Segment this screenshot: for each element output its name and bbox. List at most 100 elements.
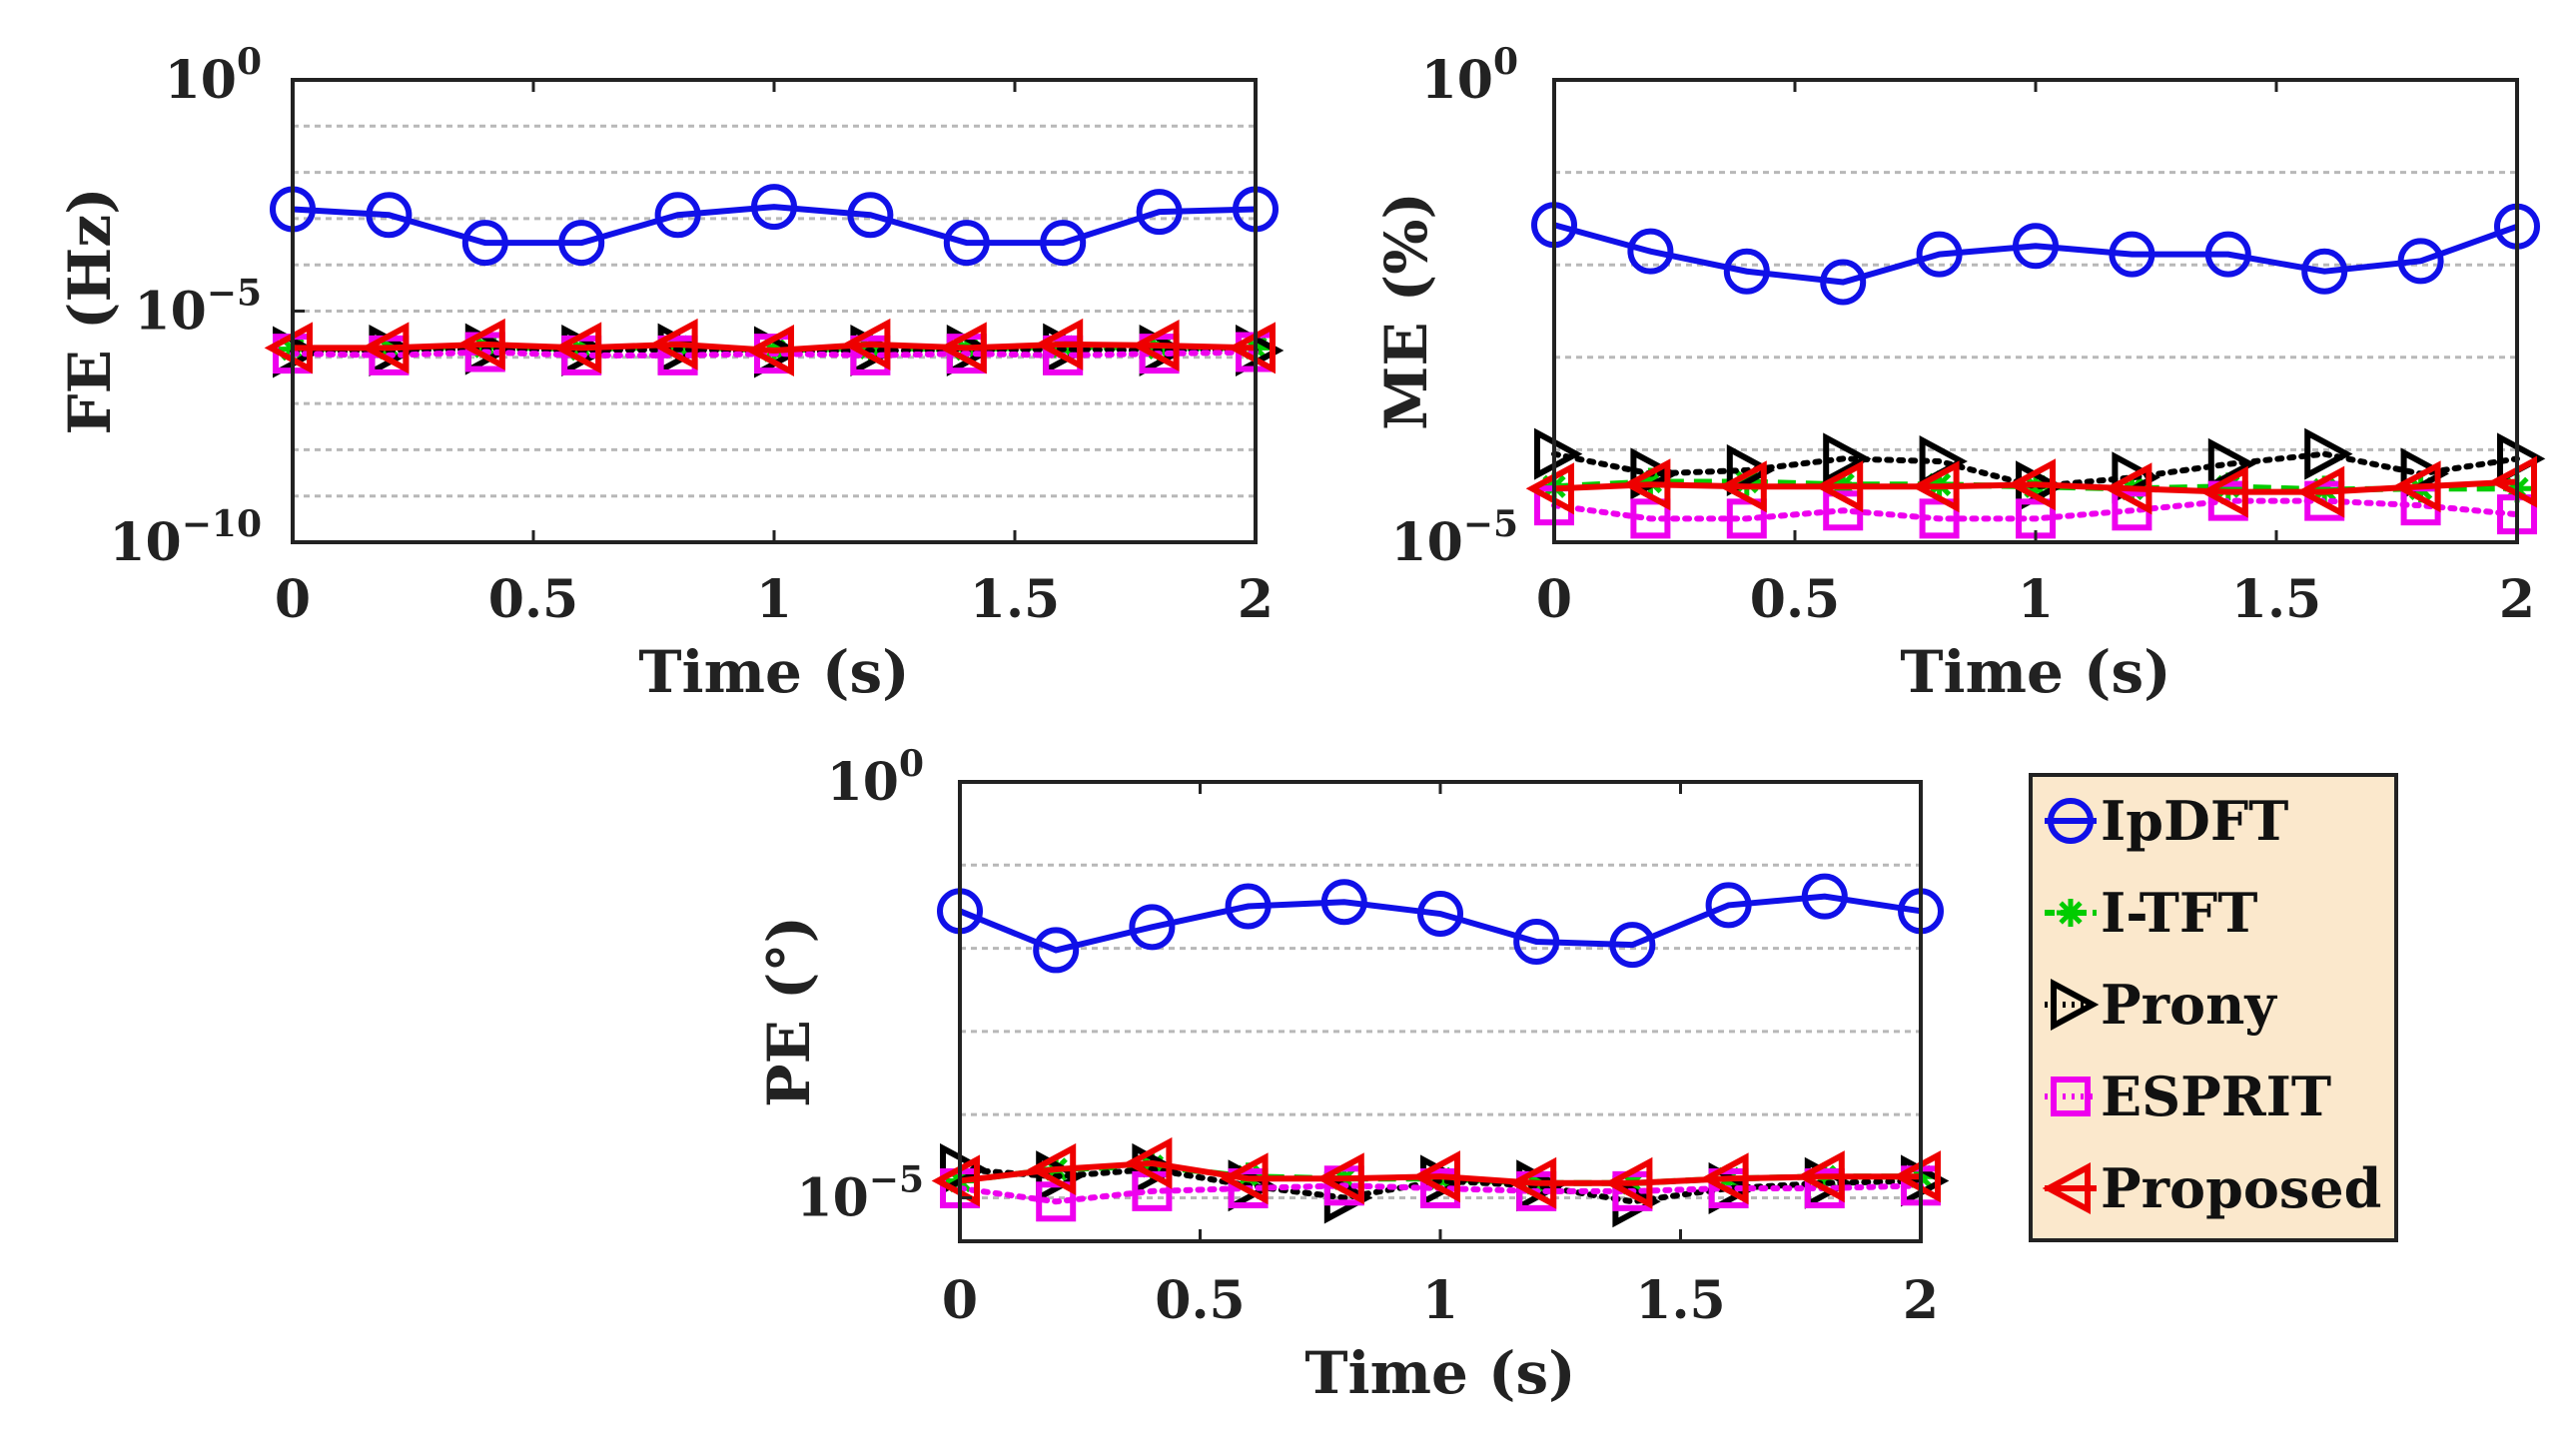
series-ipdft <box>270 184 1279 267</box>
marker-ipdft-3 <box>1820 259 1867 306</box>
marker-esprit-legend <box>2051 1077 2091 1116</box>
legend-label: Prony <box>2101 973 2277 1037</box>
legend-item-prony: Prony <box>2045 973 2277 1037</box>
marker-proposed-3 <box>1814 460 1864 513</box>
marker-proposed-1 <box>361 322 410 374</box>
marker-ipdft-9 <box>2397 238 2444 285</box>
y-tick-label-1: 10−5 <box>796 1158 924 1228</box>
marker-proposed-7 <box>938 322 987 374</box>
legend-item-proposed: Proposed <box>2042 1156 2381 1220</box>
marker-proposed-7 <box>1604 1156 1653 1209</box>
marker-proposed-0 <box>1525 462 1574 515</box>
marker-ipdft-7 <box>2204 231 2251 278</box>
marker-proposed-10 <box>2488 455 2537 508</box>
marker-ipdft-7 <box>1609 922 1656 969</box>
x-tick-label-2: 1 <box>1422 1270 1458 1331</box>
series-ipdft <box>1531 202 2540 306</box>
x-tick-label-4: 2 <box>2499 569 2535 630</box>
marker-prony-7 <box>2207 437 2257 490</box>
marker-ipdft-3 <box>558 220 605 267</box>
x-tick-label-0: 0 <box>1536 569 1572 630</box>
marker-prony-3 <box>1823 432 1872 485</box>
marker-prony-8 <box>2304 427 2353 480</box>
marker-proposed-4 <box>649 318 698 370</box>
marker-ipdft-3 <box>1225 883 1272 930</box>
x-axis-label: Time (s) <box>1304 1339 1575 1407</box>
marker-ipdft-6 <box>1513 918 1560 965</box>
panel-pe: 0 0.5 1 1.5 2 100 10−5 Time (s) PE (°) <box>755 743 1950 1407</box>
x-axis-label: Time (s) <box>638 638 909 706</box>
marker-ipdft-9 <box>1136 189 1183 236</box>
marker-proposed-10 <box>1227 322 1276 374</box>
marker-ipdft-8 <box>1040 220 1087 267</box>
x-tick-label-0: 0 <box>275 569 311 630</box>
line-ipdft <box>1553 222 2519 286</box>
x-tick-label-4: 2 <box>1238 569 1274 630</box>
x-tick-label-3: 1.5 <box>970 569 1060 630</box>
series-proposed <box>264 318 1276 377</box>
marker-i-tft-legend <box>2057 899 2085 927</box>
line-prony <box>1551 450 2520 490</box>
marker-proposed-2 <box>456 318 505 370</box>
marker-proposed-0 <box>931 1154 980 1207</box>
legend-item-ipdft: IpDFT <box>2045 789 2288 853</box>
marker-proposed-4 <box>1315 1152 1364 1205</box>
marker-prony-2 <box>1726 443 1776 496</box>
marker-ipdft-5 <box>1417 891 1463 938</box>
line-esprit <box>290 349 1259 359</box>
x-axis-label: Time (s) <box>1900 638 2170 706</box>
marker-proposed-5 <box>1411 1150 1460 1203</box>
x-tick-label-3: 1.5 <box>1635 1270 1725 1331</box>
legend-item-esprit: ESPRIT <box>2045 1065 2331 1128</box>
panel-fe: 0 0.5 1 1.5 2 100 10−5 10−10 Time (s) FE (Hz) <box>56 41 1285 706</box>
x-tick-label-0: 0 <box>942 1270 978 1331</box>
line-ipdft <box>292 204 1257 247</box>
marker-proposed-1 <box>1027 1142 1077 1195</box>
marker-ipdft-4 <box>1916 231 1963 278</box>
marker-proposed-0 <box>264 322 313 374</box>
marker-ipdft-2 <box>1723 248 1770 295</box>
marker-ipdft-legend <box>2048 798 2094 844</box>
y-axis-label: ME (%) <box>1372 192 1440 430</box>
line-proposed <box>959 1159 1921 1186</box>
marker-proposed-2 <box>1124 1136 1173 1189</box>
x-tick-label-1: 0.5 <box>1750 569 1840 630</box>
y-tick-label-1: 10−5 <box>134 273 262 343</box>
legend-item-i-tft: I-TFT <box>2045 881 2257 945</box>
marker-ipdft-4 <box>1320 879 1367 926</box>
x-tick-label-3: 1.5 <box>2231 569 2321 630</box>
legend-label: I-TFT <box>2101 881 2257 945</box>
marker-ipdft-9 <box>1801 873 1848 920</box>
legend: IpDFT I-TFT Prony ESPRIT Proposed <box>2029 773 2398 1242</box>
marker-proposed-9 <box>2392 460 2441 513</box>
marker-esprit-1 <box>1036 1181 1077 1222</box>
line-proposed <box>1553 478 2518 495</box>
marker-prony-0 <box>1534 427 1583 480</box>
series-ipdft <box>937 873 1944 974</box>
y-tick-label-0: 100 <box>165 41 262 111</box>
y-tick-label-0: 100 <box>827 743 924 813</box>
marker-ipdft-6 <box>2109 231 2155 278</box>
marker-proposed-5 <box>745 325 794 377</box>
marker-ipdft-8 <box>2301 248 2348 295</box>
marker-proposed-6 <box>1507 1156 1557 1209</box>
marker-proposed-4 <box>1911 460 1960 513</box>
marker-proposed-8 <box>2295 465 2345 518</box>
x-tick-label-4: 2 <box>1903 1270 1939 1331</box>
gridlines <box>1554 171 2517 451</box>
marker-proposed-legend <box>2042 1161 2091 1215</box>
marker-ipdft-5 <box>2013 223 2059 270</box>
marker-proposed-9 <box>1796 1150 1845 1203</box>
marker-proposed-5 <box>2007 458 2056 511</box>
marker-ipdft-2 <box>461 220 508 267</box>
marker-ipdft-7 <box>943 220 990 267</box>
legend-label: Proposed <box>2101 1156 2381 1220</box>
line-proposed <box>293 341 1257 355</box>
y-tick-label-2: 10−10 <box>109 503 262 573</box>
marker-proposed-8 <box>1700 1152 1749 1205</box>
y-tick-label-1: 10−5 <box>1390 503 1518 573</box>
legend-label: ESPRIT <box>2101 1065 2331 1128</box>
y-tick-label-0: 100 <box>1421 41 1518 111</box>
x-tick-label-2: 1 <box>2018 569 2054 630</box>
